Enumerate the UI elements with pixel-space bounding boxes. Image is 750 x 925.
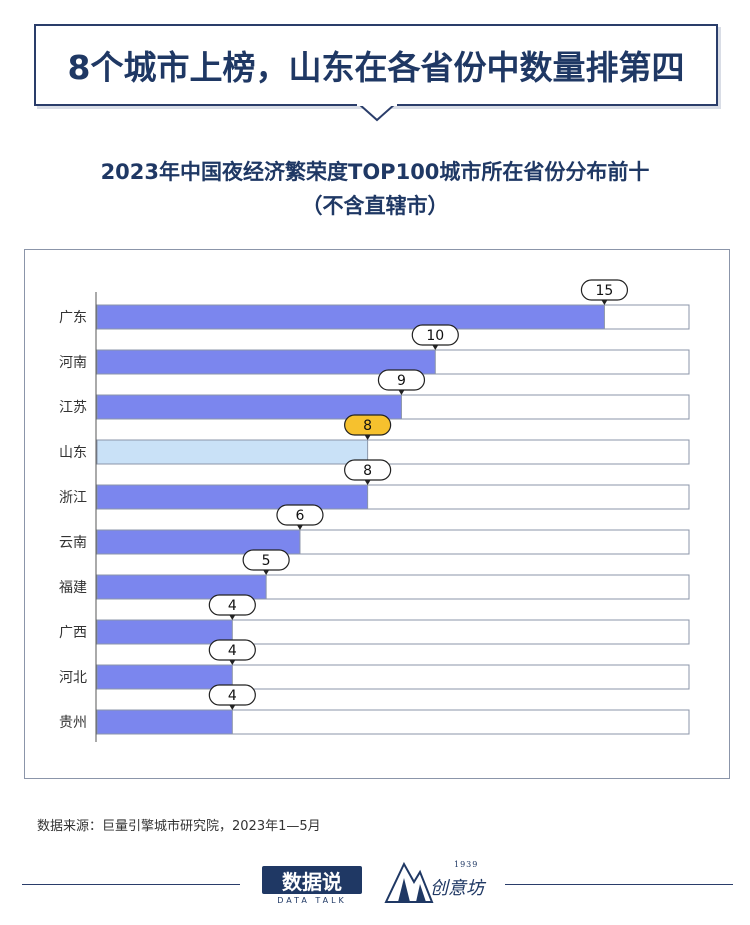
brand-subtitle: DATA TALK <box>277 896 347 905</box>
data-label: 4 <box>228 688 237 704</box>
category-label: 山东 <box>59 445 87 461</box>
chart-title-line2: （不含直辖市） <box>301 194 449 218</box>
brand-name: 数据说 <box>262 866 362 894</box>
data-label: 4 <box>228 643 237 659</box>
partner-logo: 1939 创意坊 <box>384 858 494 904</box>
data-label: 8 <box>363 418 372 434</box>
category-label: 广东 <box>59 310 87 326</box>
data-label: 9 <box>397 373 406 389</box>
data-label-pointer <box>364 480 371 485</box>
footer-divider-left <box>22 884 240 885</box>
bar <box>96 484 369 510</box>
category-label: 福建 <box>59 580 87 596</box>
category-label: 云南 <box>59 535 87 551</box>
data-label-pointer <box>229 660 236 665</box>
data-label: 4 <box>228 598 237 614</box>
bar <box>96 439 369 465</box>
chart-title-line1: 2023年中国夜经济繁荣度TOP100城市所在省份分布前十 <box>100 160 650 184</box>
bar <box>96 304 605 330</box>
data-label-pointer <box>432 345 439 350</box>
headline: 8个城市上榜，山东在各省份中数量排第四 <box>67 48 685 87</box>
data-label-pointer <box>229 705 236 710</box>
chart-frame: 广东 15 河南 10 江苏 9 山东 8 浙江 8 云南 6 福建 5 广西 4 河北 4 贵州 4 <box>24 249 730 779</box>
footer-divider-right <box>505 884 733 885</box>
partner-name: 创意坊 <box>430 878 484 899</box>
partner-year: 1939 <box>454 860 479 869</box>
data-label-pointer <box>398 390 405 395</box>
category-label: 浙江 <box>59 490 87 506</box>
data-label: 10 <box>426 328 444 344</box>
brand-logo: 数据说 DATA TALK <box>262 866 362 908</box>
data-label-pointer <box>601 300 608 305</box>
data-label-pointer <box>364 435 371 440</box>
bar <box>96 394 402 420</box>
chart-title: 2023年中国夜经济繁荣度TOP100城市所在省份分布前十 （不含直辖市） <box>0 155 750 223</box>
data-label-pointer <box>263 570 270 575</box>
source-note: 数据来源：巨量引擎城市研究院，2023年1—5月 <box>37 819 321 834</box>
bar <box>96 349 436 375</box>
headline-pointer <box>357 104 397 122</box>
headline-box: 8个城市上榜，山东在各省份中数量排第四 <box>34 24 718 106</box>
category-label: 贵州 <box>59 715 87 731</box>
category-label: 河南 <box>59 355 87 371</box>
data-label: 15 <box>596 283 614 299</box>
bar <box>96 664 233 690</box>
data-label-pointer <box>229 615 236 620</box>
mountain-icon <box>384 861 434 903</box>
bar-chart: 广东 15 河南 10 江苏 9 山东 8 浙江 8 云南 6 福建 5 广西 4 河北 4 贵州 4 <box>59 279 690 742</box>
category-label: 河北 <box>59 670 87 686</box>
category-label: 江苏 <box>59 400 87 416</box>
data-label: 6 <box>296 508 305 524</box>
data-label: 5 <box>262 553 271 569</box>
category-label: 广西 <box>59 625 87 641</box>
bar <box>96 709 233 735</box>
data-label: 8 <box>363 463 372 479</box>
data-label-pointer <box>296 525 303 530</box>
bar <box>96 619 233 645</box>
